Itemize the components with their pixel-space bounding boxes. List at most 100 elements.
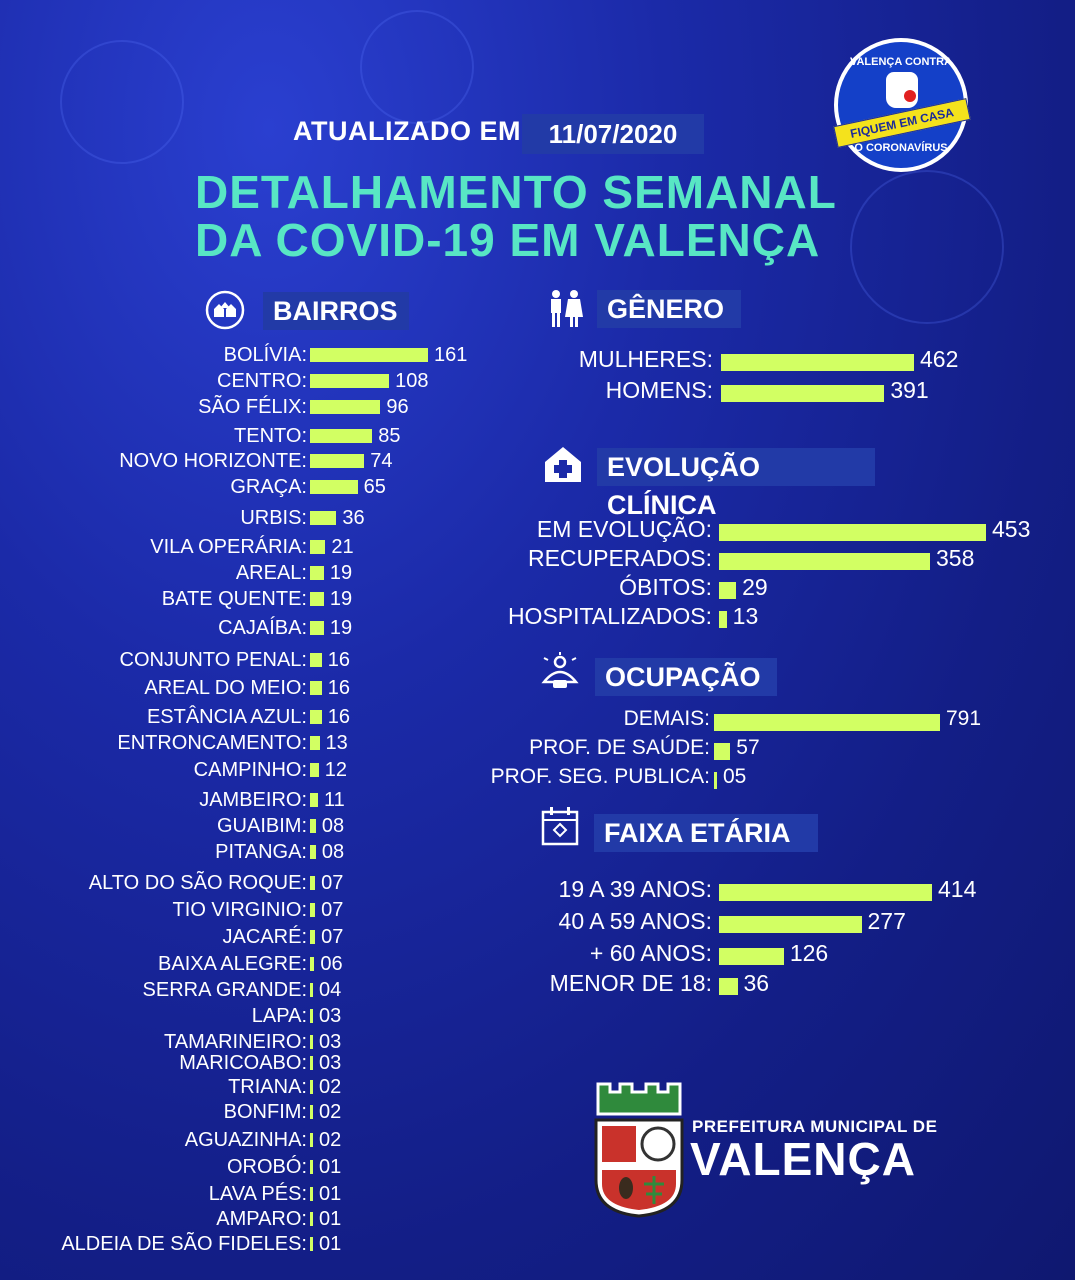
bar-value: 12	[324, 759, 348, 781]
bar	[719, 884, 932, 901]
bar-value: 16	[327, 706, 350, 728]
bar-label: CAJAÍBA:	[218, 617, 307, 639]
hospital-icon	[545, 447, 581, 482]
virus-dot-icon	[904, 90, 916, 102]
bar-value: 01	[319, 1208, 342, 1230]
bar	[310, 1056, 313, 1070]
bar-value: 02	[319, 1076, 342, 1098]
bar	[310, 592, 324, 606]
badge-bottom-text: O CORONAVÍRUS	[854, 142, 948, 154]
title-line-1: DETALHAMENTO SEMANAL	[195, 166, 837, 218]
bar	[310, 348, 428, 362]
bar-value: 13	[732, 603, 759, 629]
bar-label: OROBÓ:	[226, 1156, 307, 1178]
bar-value: 126	[789, 940, 829, 966]
bar-value: 391	[890, 377, 929, 403]
bar-label: VILA OPERÁRIA:	[150, 536, 307, 558]
bar	[721, 385, 885, 402]
bar-value: 01	[319, 1183, 342, 1205]
bar-label: URBIS:	[240, 507, 307, 529]
bar	[310, 511, 337, 525]
calendar-icon	[541, 807, 579, 846]
bar-value: 03	[319, 1005, 342, 1027]
bar	[310, 621, 324, 635]
bar-label: 19 A 39 ANOS:	[558, 876, 712, 902]
bar-value: 57	[736, 736, 760, 759]
bar	[310, 681, 322, 695]
bar	[310, 374, 390, 388]
city-name: VALENÇA	[690, 1133, 916, 1185]
bar	[714, 714, 940, 731]
bar-label: BONFIM:	[223, 1101, 307, 1123]
bar	[719, 524, 986, 541]
bar	[310, 566, 324, 580]
bar-value: 21	[331, 536, 354, 558]
bar-label: NOVO HORIZONTE:	[119, 450, 307, 472]
bar-label: JACARÉ:	[222, 926, 307, 948]
bar-value: 05	[723, 765, 747, 788]
bar	[310, 400, 381, 414]
bar	[719, 916, 862, 933]
bar-value: 85	[378, 425, 401, 447]
bar	[310, 876, 316, 890]
bar-label: LAPA:	[251, 1005, 307, 1027]
bar-label: HOMENS:	[605, 377, 713, 403]
houses-icon	[205, 290, 245, 330]
stay-home-badge: VALENÇA CONTRA FIQUEM EM CASA O CORONAVÍ…	[833, 38, 971, 172]
bar-label: ENTRONCAMENTO:	[117, 732, 307, 754]
section-ocupacao: OCUPAÇÃO	[595, 658, 777, 696]
bar-label: CENTRO:	[217, 370, 307, 392]
bar-value: 414	[938, 876, 977, 902]
badge-top-text: VALENÇA CONTRA	[849, 56, 953, 68]
bar-label: SÃO FÉLIX:	[198, 396, 307, 418]
bar	[310, 1035, 313, 1049]
bar-value: 08	[321, 815, 345, 837]
bar-label: BOLÍVIA:	[223, 344, 307, 366]
bar-label: AREAL:	[235, 562, 307, 584]
bar-value: 19	[329, 617, 353, 639]
bar	[714, 743, 731, 760]
bar	[310, 957, 315, 971]
bar-label: EM EVOLUÇÃO:	[536, 516, 712, 542]
bar	[719, 582, 737, 599]
bar-label: ESTÂNCIA AZUL:	[146, 706, 307, 728]
city-coat-of-arms	[594, 1082, 684, 1218]
bar-value: 108	[395, 370, 429, 392]
updated-label: ATUALIZADO EM	[293, 116, 521, 146]
bar-label: 40 A 59 ANOS:	[558, 908, 712, 934]
bar-value: 29	[742, 574, 768, 600]
bar	[310, 429, 373, 443]
section-faixa-etaria: FAIXA ETÁRIA	[594, 814, 818, 852]
virus-decoration	[360, 10, 474, 124]
bar-value: 03	[319, 1052, 342, 1074]
bar	[310, 1080, 313, 1094]
bar-label: HOSPITALIZADOS:	[507, 603, 712, 629]
bar-label: ALTO DO SÃO ROQUE:	[88, 872, 307, 894]
bar-value: 07	[321, 899, 344, 921]
bar-value: 16	[327, 677, 350, 699]
bar-label: PROF. DE SAÚDE:	[529, 736, 710, 759]
bar-value: 453	[992, 516, 1031, 542]
worker-icon	[541, 652, 579, 688]
bar	[310, 763, 319, 777]
bar-label: GRAÇA:	[230, 476, 307, 498]
page-title: DETALHAMENTO SEMANAL DA COVID-19 EM VALE…	[195, 168, 837, 264]
bar	[310, 653, 322, 667]
bar	[719, 978, 738, 995]
bar-value: 11	[324, 789, 345, 811]
bar-value: 01	[319, 1233, 342, 1255]
bar-value: 358	[936, 545, 975, 571]
bar	[310, 736, 320, 750]
bar	[310, 540, 326, 554]
bar	[310, 1187, 313, 1201]
bar-label: LAVA PÉS:	[208, 1183, 307, 1205]
bar-label: TIO VIRGINIO:	[172, 899, 307, 921]
bar-value: 02	[319, 1129, 342, 1151]
bar-label: AREAL DO MEIO:	[144, 677, 307, 699]
title-line-2: DA COVID-19 EM VALENÇA	[195, 214, 821, 266]
bar-label: ÓBITOS:	[619, 574, 712, 600]
bar-value: 36	[342, 507, 365, 529]
bar	[719, 948, 784, 965]
bar	[310, 903, 316, 917]
bar	[714, 772, 717, 789]
